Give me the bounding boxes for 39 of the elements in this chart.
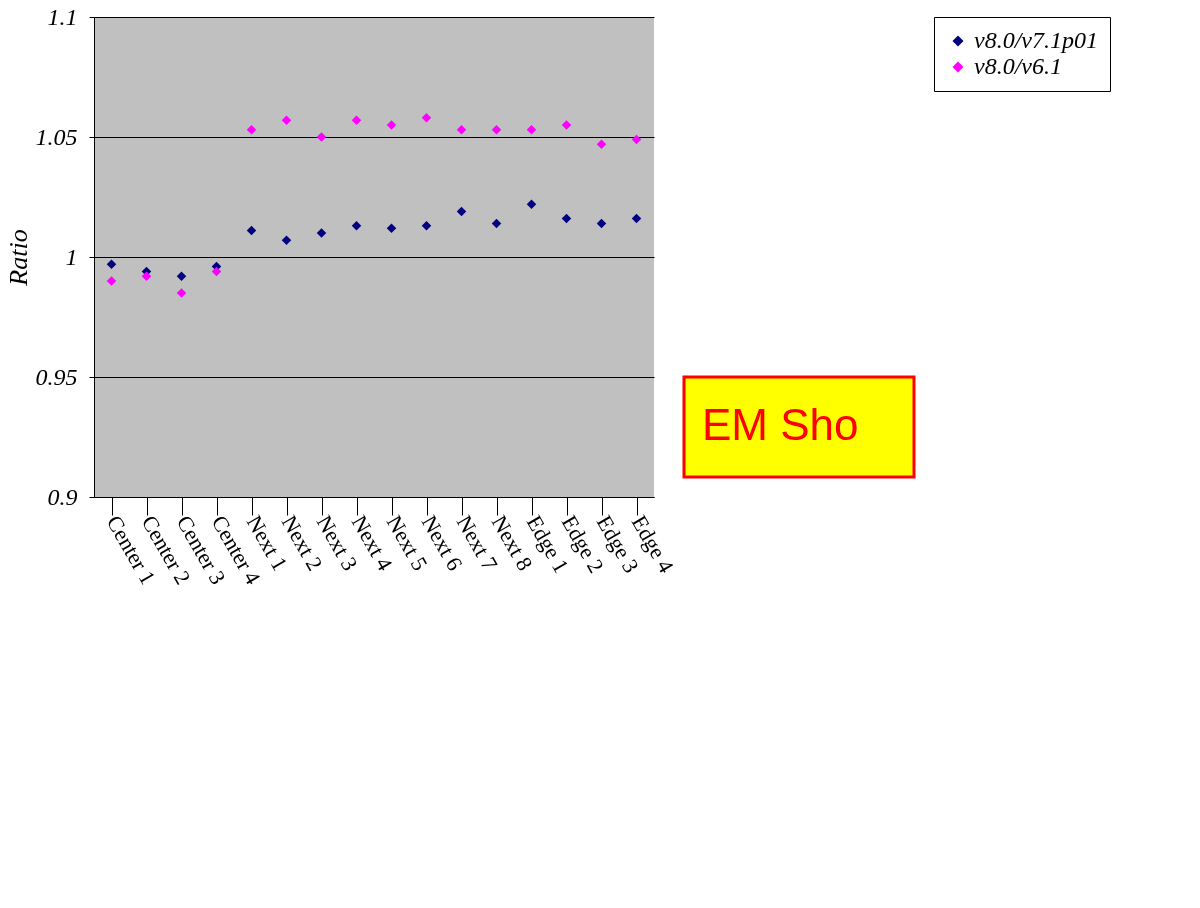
point [491,125,502,135]
y-tick-label: 1.1 [47,3,78,30]
point [491,218,502,229]
point [351,221,362,231]
point [351,115,362,125]
point [596,218,607,229]
point [386,223,397,233]
point [456,125,467,135]
legend-label: v8.0/v7.1p01 [974,27,1098,53]
point [526,199,537,209]
point [176,288,187,298]
point [421,221,432,231]
y-axis-title: Ratio [3,229,33,287]
point [421,113,432,123]
point [316,228,327,238]
point [281,115,292,125]
point [176,271,187,281]
point [106,276,117,286]
point [106,259,117,269]
point [561,213,572,224]
point [631,213,642,224]
point [386,120,397,130]
point [281,235,292,245]
y-tick-label: 1.05 [35,123,78,150]
legend-label: v8.0/v6.1 [974,53,1062,79]
point [211,266,222,277]
point [316,132,327,142]
point [456,206,467,217]
y-tick-label: 0.9 [47,483,78,510]
point [141,271,152,281]
point [526,125,537,135]
y-tick-label: 0.95 [35,363,78,390]
text: EM Sho [702,400,859,449]
point [596,139,607,149]
point [246,125,257,135]
y-tick-label: 1 [65,243,78,270]
point [631,134,642,145]
point [561,120,572,130]
point [246,225,257,236]
